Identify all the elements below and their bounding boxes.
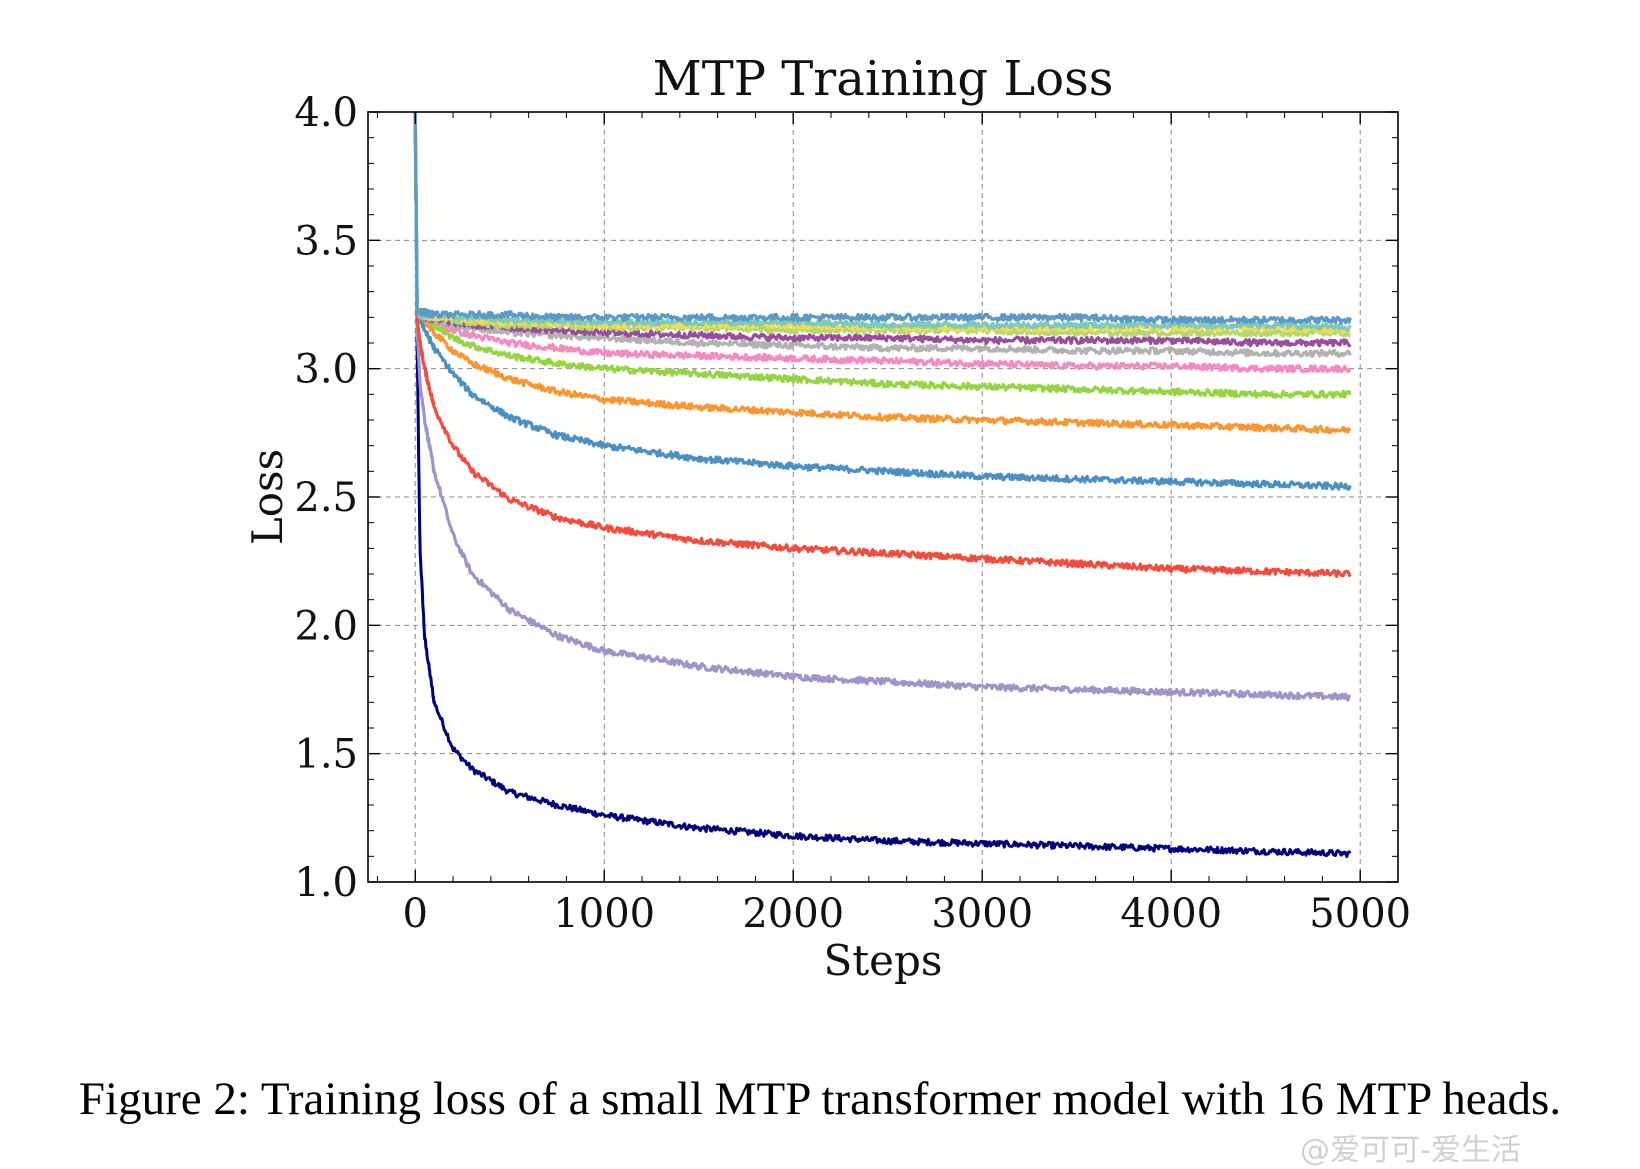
y-tick-label: 3.5: [294, 218, 358, 264]
series-line-5: [413, 111, 1352, 435]
x-tick-label: 4000: [1120, 891, 1222, 937]
x-tick-label: 3000: [931, 891, 1033, 937]
series-line-8: [413, 111, 1352, 358]
series-line-13: [413, 111, 1352, 325]
axis-ticks: 0 1000 2000 3000 4000 5000 1.0 1.5 2.0 2.5 3.0 3.5 4…: [294, 90, 1411, 937]
y-tick-label: 2.0: [294, 603, 358, 649]
series-line-10: [413, 111, 1352, 338]
x-tick-label: 1000: [553, 891, 655, 937]
series-lines: [413, 111, 1352, 859]
series-line-7: [413, 111, 1352, 374]
chart-title: MTP Training Loss: [653, 51, 1114, 107]
series-line-9: [413, 111, 1352, 348]
x-tick-label: 2000: [742, 891, 844, 937]
series-line-4: [413, 111, 1352, 491]
series-line-1: [413, 111, 1352, 859]
y-tick-label: 1.5: [294, 732, 358, 778]
watermark: @爱可可-爱生活: [1300, 1133, 1521, 1168]
y-tick-label: 1.0: [294, 860, 358, 906]
x-axis-label: Steps: [824, 936, 943, 985]
x-tick-label: 5000: [1309, 891, 1411, 937]
figure-caption: Figure 2: Training loss of a small MTP t…: [78, 1073, 1562, 1125]
series-line-3: [413, 111, 1352, 579]
y-axis-label: Loss: [243, 449, 292, 545]
y-tick-label: 2.5: [294, 475, 358, 521]
y-tick-label: 4.0: [294, 90, 358, 136]
x-tick-label: 0: [403, 891, 428, 937]
series-line-6: [413, 111, 1352, 399]
series-line-2: [413, 111, 1352, 702]
y-tick-label: 3.0: [294, 347, 358, 393]
